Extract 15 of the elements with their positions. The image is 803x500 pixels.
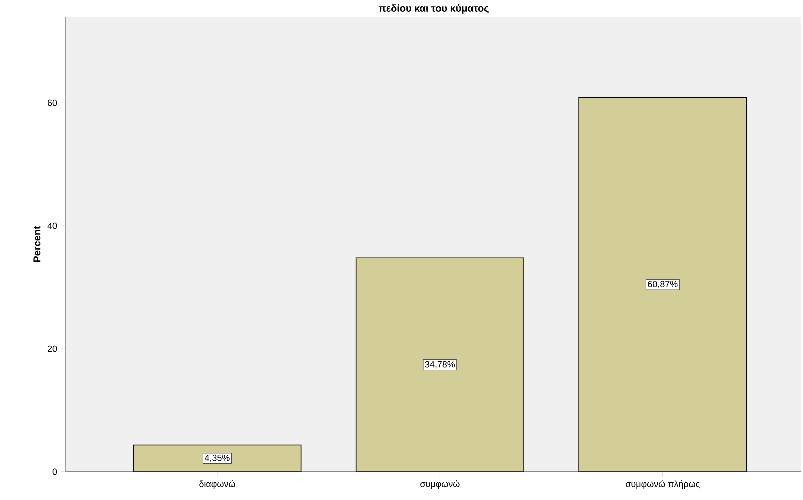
bar	[578, 97, 748, 472]
bar	[133, 444, 302, 472]
y-tick-label: 20	[48, 346, 58, 352]
data-label: 34,78%	[425, 361, 456, 369]
x-tick-label: συμφωνώ	[420, 480, 460, 490]
bar	[356, 258, 524, 472]
y-axis-title: Percent	[34, 226, 41, 262]
x-tick-label: διαφωνώ	[200, 480, 236, 490]
y-tick-label: 40	[48, 222, 58, 230]
y-tick-label: 60	[48, 100, 58, 106]
data-label: 60,87%	[648, 281, 678, 289]
data-label: 4,35%	[204, 454, 230, 462]
x-tick-label: συμφωνώ πλήρως	[626, 480, 700, 490]
chart-title: πεδίου και του κύματος	[378, 4, 489, 14]
y-tick-label: 0	[52, 468, 58, 476]
